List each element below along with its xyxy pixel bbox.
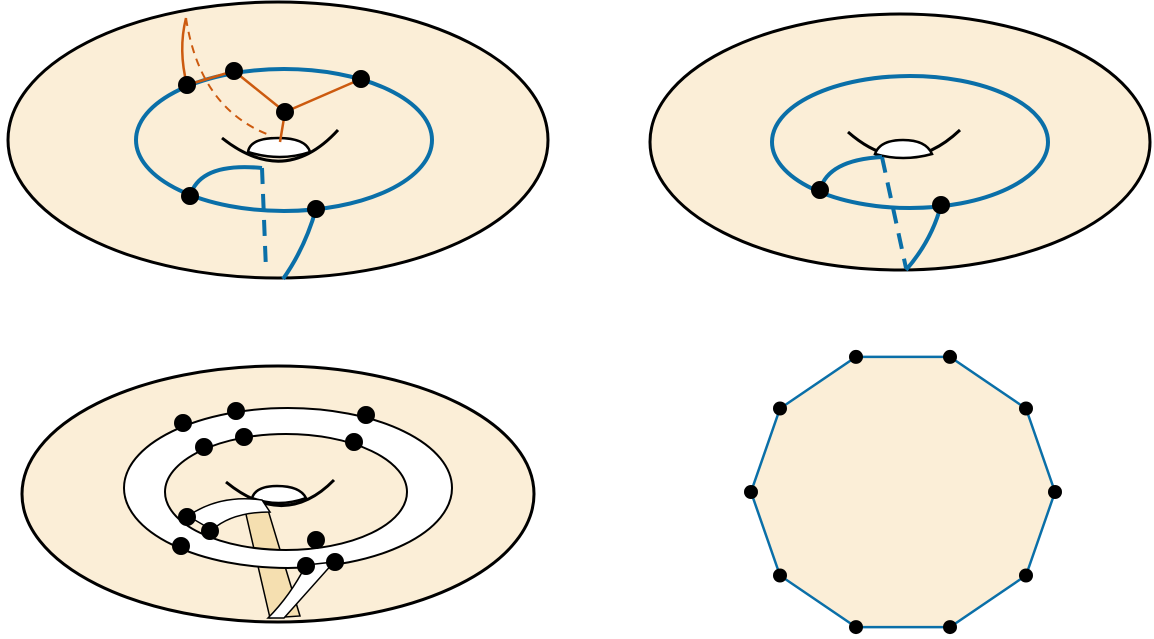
meridian-curve: [770, 74, 1050, 210]
band-twist-front: [266, 561, 336, 619]
vertex: [943, 349, 957, 364]
vertex: [849, 349, 863, 364]
vertex: [195, 438, 213, 456]
vertex: [201, 522, 219, 540]
vertex: [235, 428, 253, 446]
vertex: [773, 401, 787, 416]
vertex: [178, 76, 196, 94]
torus-hole: [873, 138, 934, 160]
vertex: [181, 187, 199, 205]
vertex: [227, 402, 245, 420]
vertex: [225, 62, 243, 80]
vertex: [352, 70, 370, 88]
vertex: [172, 537, 190, 555]
vertex: [932, 196, 950, 214]
vertex: [744, 485, 758, 499]
vertex: [297, 557, 315, 575]
graph-edge-2: [233, 70, 286, 113]
vertex: [174, 414, 192, 432]
meridian-curve: [134, 67, 434, 213]
vertex: [326, 553, 344, 571]
graph-edge-3: [284, 77, 362, 114]
torus-hole: [250, 484, 308, 505]
decagon: [749, 355, 1057, 629]
panel-torus-curve-graph: [6, 0, 550, 281]
vertex: [849, 620, 863, 635]
vertex: [811, 181, 829, 199]
twist-curve-hidden: [260, 167, 268, 271]
vertex: [1019, 401, 1033, 416]
panel-torus-band: [20, 364, 536, 624]
panel-torus-curve: [648, 12, 1152, 272]
torus-hole-upper-arc: [225, 478, 336, 507]
vertex: [276, 103, 294, 121]
vertex: [178, 508, 196, 526]
vertex: [307, 200, 325, 218]
vertex: [345, 433, 363, 451]
vertex: [1019, 568, 1033, 583]
panel-polygon: [744, 349, 1062, 635]
vertex: [357, 406, 375, 424]
torus-hole: [246, 136, 312, 159]
vertex: [943, 620, 957, 635]
graph-edge-hidden: [185, 17, 273, 137]
torus-hole-upper-arc: [221, 128, 340, 163]
vertex: [773, 568, 787, 583]
decagon-vertices: [744, 349, 1062, 635]
vertex: [307, 531, 325, 549]
vertex: [1048, 485, 1062, 499]
twist-curve-hidden: [880, 156, 908, 269]
